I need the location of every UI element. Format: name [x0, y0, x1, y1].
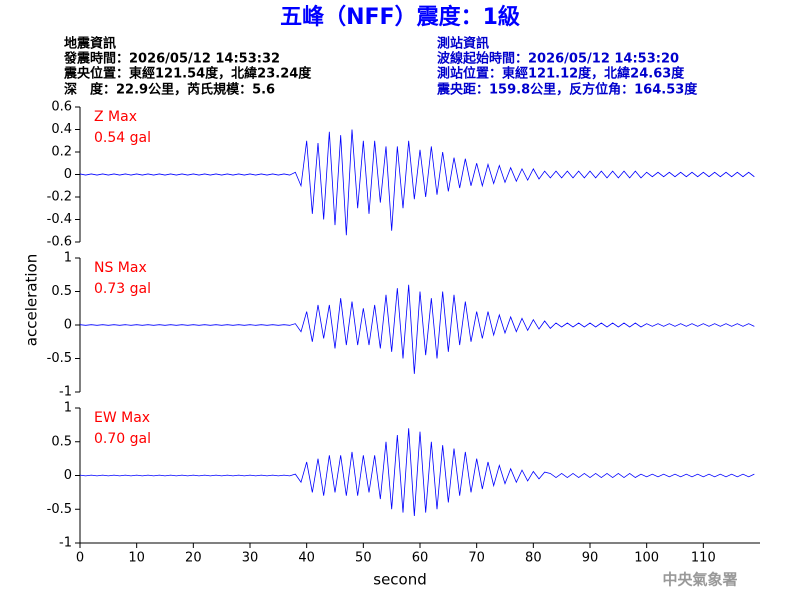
y-tick-label: 1 [64, 401, 72, 416]
y-tick-label: -1 [59, 385, 72, 400]
y-axis-label: acceleration [23, 254, 41, 346]
y-tick-label: -0.5 [47, 351, 72, 366]
x-axis-label: second [373, 571, 427, 589]
trace [79, 284, 755, 374]
x-tick-label: 40 [298, 551, 315, 566]
y-tick-label: 0.5 [51, 434, 72, 449]
y-tick-label: 0.4 [51, 122, 72, 137]
title: 五峰（NFF）震度：1級 [280, 4, 520, 30]
x-tick-label: 0 [76, 551, 84, 566]
x-tick-label: 70 [468, 551, 485, 566]
annotation: 0.73 gal [94, 281, 151, 297]
annotation: NS Max [94, 260, 147, 276]
station-line: 波線起始時間：2026/05/12 14:53:20 [437, 51, 679, 67]
info-line: 發震時間：2026/05/12 14:53:32 [63, 51, 280, 67]
x-tick-label: 90 [582, 551, 599, 566]
y-tick-label: 0.5 [51, 284, 72, 299]
y-tick-label: -0.6 [47, 235, 72, 250]
x-tick-label: 50 [355, 551, 372, 566]
y-tick-label: 0.6 [51, 100, 72, 115]
info-line: 深 度：22.9公里，芮氏規模：5.6 [64, 82, 275, 98]
y-tick-label: -1 [59, 536, 72, 551]
y-tick-label: -0.2 [47, 190, 72, 205]
y-tick-label: 0 [64, 318, 72, 333]
footer: 中央氣象署 [662, 571, 737, 589]
x-tick-label: 20 [185, 551, 202, 566]
annotation: EW Max [94, 410, 150, 426]
y-tick-label: 1 [64, 251, 72, 266]
y-tick-label: 0.2 [51, 145, 72, 160]
annotation: 0.54 gal [94, 130, 151, 146]
y-tick-label: -0.5 [47, 502, 72, 517]
y-tick-label: 0 [64, 167, 72, 182]
station-line: 測站資訊 [437, 36, 489, 52]
y-tick-label: 0 [64, 468, 72, 483]
annotation: Z Max [94, 109, 137, 125]
station-line: 震央距：159.8公里，反方位角：164.53度 [436, 82, 698, 98]
x-tick-label: 30 [242, 551, 259, 566]
x-tick-label: 110 [691, 551, 716, 566]
info-line: 地震資訊 [64, 36, 116, 52]
info-line: 震央位置：東經121.54度，北緯23.24度 [63, 66, 312, 82]
trace [79, 129, 755, 236]
station-line: 測站位置：東經121.12度，北緯24.63度 [437, 66, 685, 82]
y-tick-label: -0.4 [47, 212, 72, 227]
x-tick-label: 80 [525, 551, 542, 566]
x-tick-label: 10 [128, 551, 145, 566]
x-tick-label: 100 [634, 551, 659, 566]
trace [79, 428, 755, 517]
annotation: 0.70 gal [94, 431, 151, 447]
x-tick-label: 60 [412, 551, 429, 566]
